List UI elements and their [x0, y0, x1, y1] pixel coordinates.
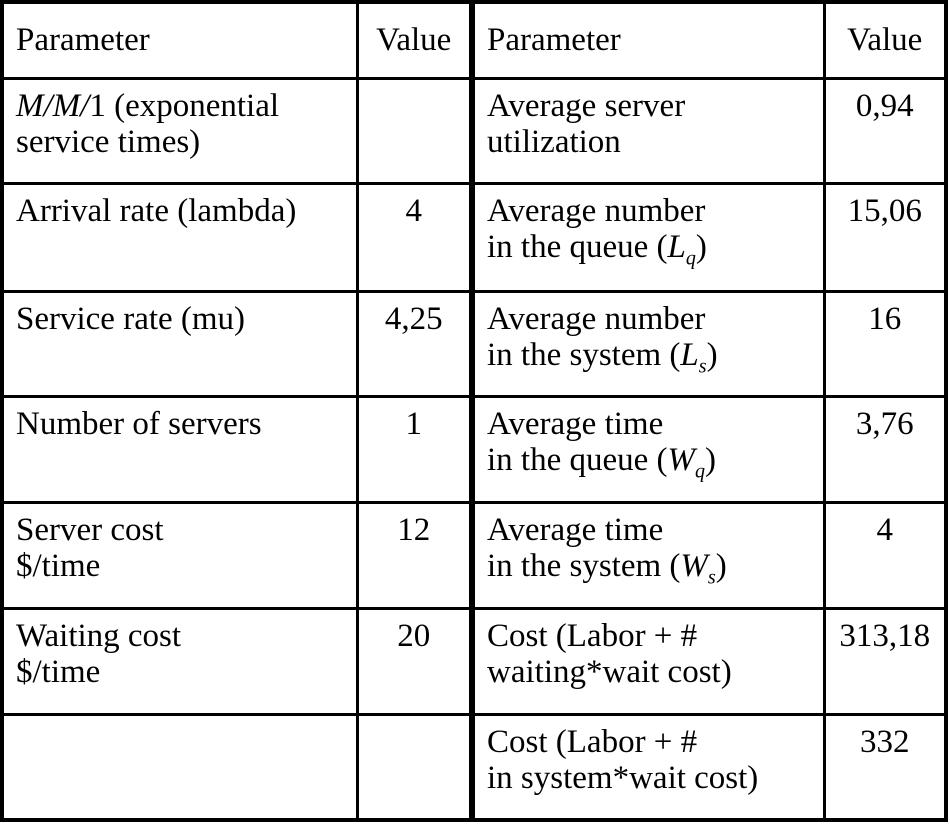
output-label-line1: Average number	[487, 300, 706, 337]
table-row: Number of servers 1 Average time in the …	[0, 394, 948, 504]
output-paren: )	[695, 228, 707, 265]
output-label-line2: in the queue (Wq)	[487, 441, 811, 482]
model-label: 1 (exponential	[89, 87, 280, 124]
output-label-line1: Average time	[487, 511, 664, 548]
output-subscript: q	[695, 460, 706, 483]
output-parameter-cell: Average number in the system (Ls)	[469, 289, 826, 398]
output-subscript: q	[685, 247, 696, 270]
output-value-cell: 3,76	[822, 394, 948, 504]
output-label-line2: utilization	[487, 123, 621, 160]
output-label-text: in the queue (	[487, 441, 668, 478]
output-label-line2: in the queue (Lq)	[487, 228, 811, 269]
table-row: Cost (Labor + # in system*wait cost) 332	[0, 712, 948, 822]
output-label-text: in the system (	[487, 336, 681, 373]
output-label-line1: Average number	[487, 192, 706, 229]
output-paren: )	[715, 547, 727, 584]
output-parameter-cell: Cost (Labor + # waiting*wait cost)	[469, 606, 826, 716]
table-row: Server cost $/time 12 Average time in th…	[0, 500, 948, 610]
output-symbol: W	[680, 547, 708, 584]
input-parameter-cell: Arrival rate (lambda)	[0, 181, 359, 293]
output-symbol: W	[667, 441, 696, 478]
output-subscript: s	[707, 566, 716, 589]
model-line: M/M/1 (exponential	[16, 88, 344, 124]
input-parameter-cell: Number of servers	[0, 394, 359, 504]
table-row: M/M/1 (exponential service times) Averag…	[0, 76, 948, 185]
input-value-cell: 4,25	[355, 289, 474, 398]
output-parameter-cell: Cost (Labor + # in system*wait cost)	[469, 712, 826, 822]
header-left-parameter: Parameter	[0, 0, 359, 80]
output-subscript: s	[698, 355, 707, 378]
input-label-line2: $/time	[16, 653, 101, 690]
output-symbol: L	[680, 336, 699, 373]
output-parameter-cell: Average server utilization	[469, 76, 826, 185]
header-left-value: Value	[355, 0, 474, 80]
input-parameter-cell: M/M/1 (exponential service times)	[0, 76, 359, 185]
output-label-line2: waiting*wait cost)	[487, 653, 732, 690]
output-label-line2: in the system (Ls)	[487, 336, 811, 377]
header-right-parameter: Parameter	[469, 0, 826, 80]
table-row: Service rate (mu) 4,25 Average number in…	[0, 289, 948, 398]
output-value-cell: 313,18	[822, 606, 948, 716]
output-parameter-cell: Average time in the queue (Wq)	[469, 394, 826, 504]
input-value-cell: 1	[355, 394, 474, 504]
output-value-cell: 16	[822, 289, 948, 398]
output-value-cell: 4	[822, 500, 948, 610]
header-row: Parameter Value Parameter Value	[0, 0, 948, 80]
output-label-line1: Average server	[487, 87, 686, 124]
output-parameter-cell: Average time in the system (Ws)	[469, 500, 826, 610]
output-label-line2: in system*wait cost)	[487, 759, 759, 796]
table-row: Arrival rate (lambda) 4 Average number i…	[0, 181, 948, 293]
input-parameter-cell: Waiting cost $/time	[0, 606, 359, 716]
output-label-line1: Average time	[487, 405, 664, 442]
output-value-cell: 332	[822, 712, 948, 822]
output-paren: )	[705, 441, 717, 478]
output-label-line2: in the system (Ws)	[487, 547, 811, 588]
input-parameter-cell: Service rate (mu)	[0, 289, 359, 398]
input-value-cell: 12	[355, 500, 474, 610]
output-label-line1: Cost (Labor + #	[487, 723, 698, 760]
output-parameter-cell: Average number in the queue (Lq)	[469, 181, 826, 293]
input-value-cell: 4	[355, 181, 474, 293]
input-value-cell	[355, 76, 474, 185]
input-value-cell	[355, 712, 474, 822]
header-right-value: Value	[822, 0, 948, 80]
output-value-cell: 15,06	[822, 181, 948, 293]
output-paren: )	[706, 336, 718, 373]
output-label-line1: Cost (Labor + #	[487, 617, 698, 654]
model-label-line2: service times)	[16, 123, 201, 160]
output-label-text: in the queue (	[487, 228, 668, 265]
output-symbol: L	[667, 228, 686, 265]
input-parameter-cell	[0, 712, 359, 822]
input-value-cell: 20	[355, 606, 474, 716]
input-parameter-cell: Server cost $/time	[0, 500, 359, 610]
input-label-line1: Server cost	[16, 511, 164, 548]
input-label-line1: Waiting cost	[16, 617, 182, 654]
output-label-text: in the system (	[487, 547, 681, 584]
model-notation: M/M/	[16, 87, 90, 124]
output-value-cell: 0,94	[822, 76, 948, 185]
input-label-line2: $/time	[16, 547, 101, 584]
table-row: Waiting cost $/time 20 Cost (Labor + # w…	[0, 606, 948, 716]
